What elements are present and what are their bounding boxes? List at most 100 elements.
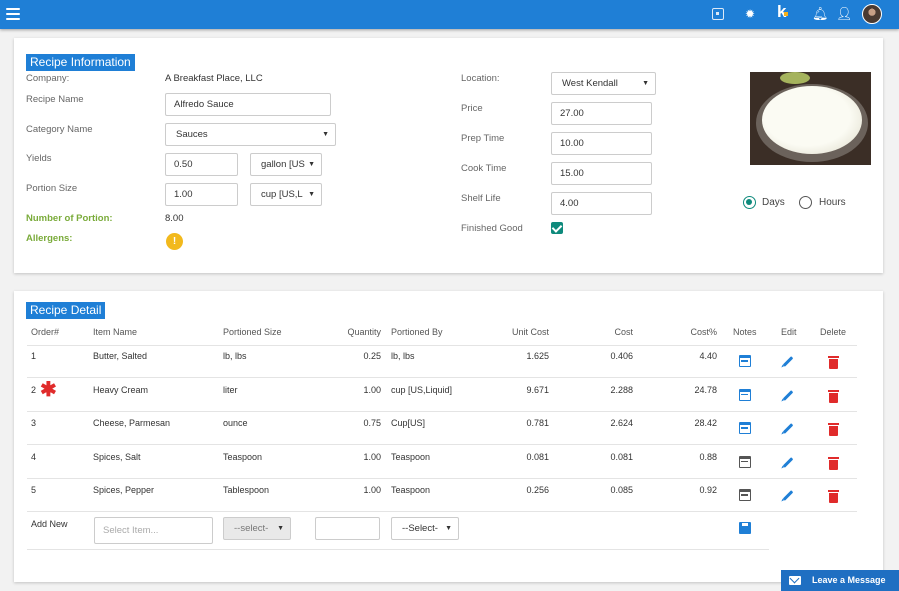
scan-icon[interactable] (712, 8, 724, 20)
portion-unit-select[interactable]: cup [US,L ▼ (250, 183, 322, 206)
user-icon[interactable]: 👤︎ (836, 6, 853, 21)
delete-trash-icon[interactable] (828, 456, 839, 470)
cell-by: lb, lbs (391, 351, 415, 361)
chevron-down-icon: ▼ (445, 525, 452, 532)
portion-size-label: Portion Size (26, 183, 78, 194)
avatar[interactable] (862, 4, 882, 24)
cell-qty: 1.00 (363, 485, 381, 495)
cell-order: 1 (31, 351, 37, 361)
gear-icon[interactable]: ✹ (745, 7, 756, 21)
cell-cost: 0.406 (610, 351, 633, 361)
cook-time-label: Cook Time (461, 163, 507, 174)
leave-message-button[interactable]: Leave a Message (781, 570, 899, 591)
cell-item: Heavy Cream (93, 384, 149, 395)
col-edit: Edit (781, 327, 797, 337)
select-item-input[interactable]: Select Item... (94, 517, 213, 544)
shelf-life-label: Shelf Life (461, 193, 501, 204)
recipe-information-card (14, 38, 883, 273)
table-divider (27, 410, 857, 412)
top-navbar: ✹ k 🔔︎ 👤︎ (0, 0, 899, 29)
finished-good-checkbox[interactable] (551, 222, 563, 234)
recipe-photo (750, 72, 871, 165)
allergen-icon[interactable]: ! (166, 233, 183, 250)
cell-qty: 1.00 (363, 451, 381, 462)
recipe-detail-title: Recipe Detail (26, 302, 106, 319)
cell-item: Spices, Salt (93, 451, 141, 462)
notes-calendar-icon[interactable] (739, 455, 751, 468)
chevron-down-icon: ▼ (308, 191, 315, 198)
days-radio[interactable] (743, 196, 756, 209)
cell-size: Tablespoon (223, 485, 270, 495)
add-portioned-by-select[interactable]: --Select- ▼ (391, 517, 459, 540)
price-label: Price (461, 103, 483, 114)
cell-unit-cost: 1.625 (526, 351, 549, 361)
cell-by: Teaspoon (391, 451, 431, 462)
col-portioned-size: Portioned Size (223, 327, 282, 337)
cell-pct: 0.88 (699, 451, 717, 462)
cell-order: 4 (31, 451, 37, 462)
save-icon[interactable] (739, 522, 751, 534)
cell-cost: 2.288 (610, 384, 633, 395)
col-delete: Delete (820, 327, 847, 337)
hours-radio-label: Hours (819, 197, 846, 208)
cell-by: Cup[US] (391, 418, 426, 428)
table-divider (27, 377, 857, 378)
bell-icon[interactable]: 🔔︎ (812, 6, 829, 21)
cell-qty: 1.00 (363, 384, 381, 395)
location-value: West Kendall (562, 78, 618, 89)
notes-calendar-icon[interactable] (739, 355, 751, 367)
medical-alert-icon: ✱ (40, 379, 57, 401)
table-divider (27, 549, 769, 550)
table-divider (27, 444, 857, 445)
delete-trash-icon[interactable] (828, 356, 839, 369)
add-quantity-input[interactable] (315, 517, 380, 540)
col-order: Order# (31, 327, 60, 337)
number-of-portion-label: Number of Portion: (26, 213, 113, 224)
yields-unit-value: gallon [US (261, 159, 305, 170)
delete-trash-icon[interactable] (828, 490, 839, 503)
col-portioned-by: Portioned By (391, 327, 443, 337)
cell-pct: 24.78 (694, 384, 717, 395)
price-input[interactable]: 27.00 (551, 102, 652, 125)
add-portioned-size-value: --select- (234, 523, 269, 534)
shelf-life-input[interactable]: 4.00 (551, 192, 652, 215)
prep-time-input[interactable]: 10.00 (551, 132, 652, 155)
cook-time-input[interactable]: 15.00 (551, 162, 652, 185)
prep-time-label: Prep Time (461, 133, 505, 144)
add-new-label: Add New (31, 519, 68, 529)
company-label: Company: (26, 73, 70, 84)
col-item-name: Item Name (93, 327, 138, 337)
notes-calendar-icon[interactable] (739, 388, 751, 401)
hamburger-menu-icon[interactable] (6, 8, 20, 20)
cell-size: Teaspoon (223, 451, 263, 462)
cell-size: ounce (223, 418, 248, 428)
portion-size-input[interactable]: 1.00 (165, 183, 238, 206)
notes-calendar-icon[interactable] (739, 489, 751, 501)
days-radio-label: Days (762, 197, 785, 208)
cell-item: Cheese, Parmesan (93, 418, 171, 428)
envelope-icon (789, 576, 801, 585)
cell-item: Spices, Pepper (93, 485, 155, 495)
table-divider (27, 477, 857, 479)
hours-radio[interactable] (799, 196, 812, 209)
cell-order: 2 (31, 384, 37, 395)
delete-trash-icon[interactable] (828, 389, 839, 403)
k-logo-icon[interactable]: k (777, 2, 790, 21)
table-divider (27, 345, 857, 346)
category-select[interactable]: Sauces ▼ (165, 123, 336, 146)
table-divider (27, 511, 857, 512)
yields-input[interactable]: 0.50 (165, 153, 238, 176)
recipe-name-input[interactable]: Alfredo Sauce (165, 93, 331, 116)
add-portioned-size-select[interactable]: --select- ▼ (223, 517, 291, 540)
chevron-down-icon: ▼ (308, 161, 315, 168)
location-select[interactable]: West Kendall ▼ (551, 72, 656, 95)
chevron-down-icon: ▼ (642, 80, 649, 87)
cell-size: liter (223, 384, 238, 395)
chevron-down-icon: ▼ (322, 131, 329, 138)
cell-pct: 4.40 (699, 351, 717, 361)
cell-size: lb, lbs (223, 351, 247, 361)
yields-unit-select[interactable]: gallon [US ▼ (250, 153, 322, 176)
notes-calendar-icon[interactable] (739, 422, 751, 434)
delete-trash-icon[interactable] (828, 423, 839, 436)
category-value: Sauces (176, 129, 208, 140)
